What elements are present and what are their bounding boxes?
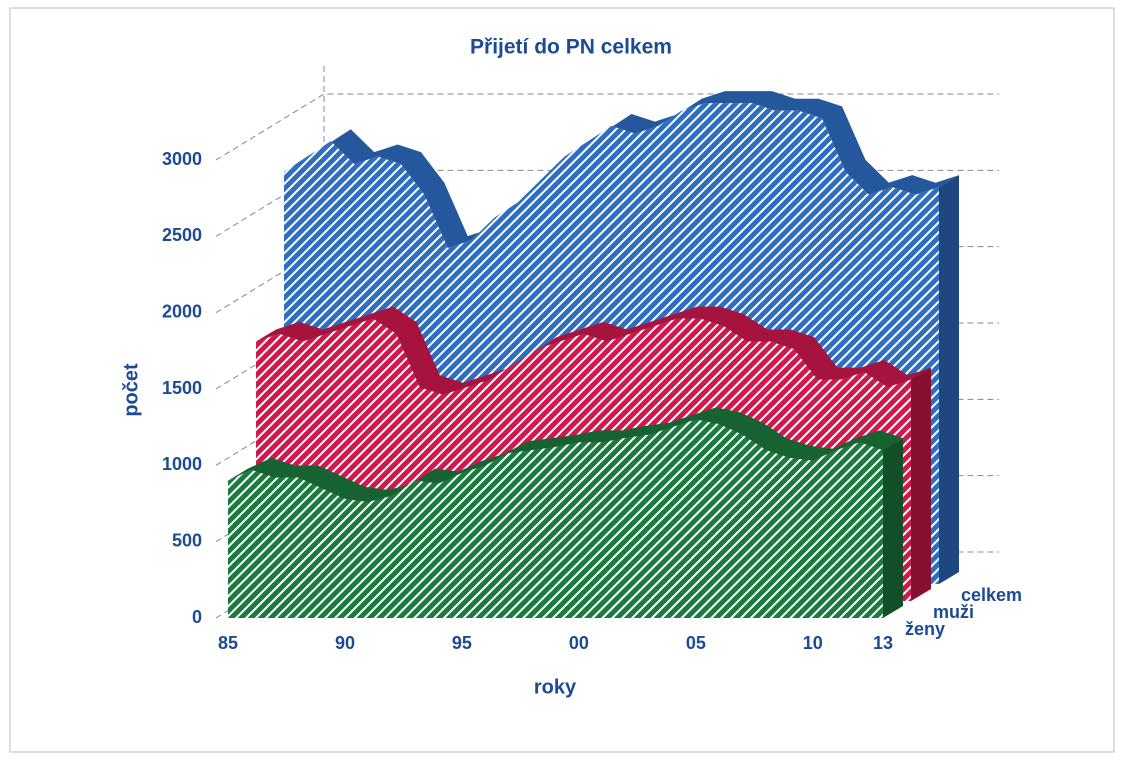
series-side — [939, 175, 959, 585]
y-tick-label: 0 — [192, 607, 202, 627]
series-side — [911, 367, 931, 601]
legend-label: muži — [933, 602, 974, 622]
x-tick-label: 05 — [686, 633, 706, 653]
legend-label: celkem — [961, 585, 1022, 605]
y-tick-label: 3000 — [162, 149, 202, 169]
x-tick-label: 85 — [218, 633, 238, 653]
y-tick-label: 1000 — [162, 454, 202, 474]
y-tick-label: 2500 — [162, 225, 202, 245]
x-tick-label: 13 — [873, 633, 893, 653]
grid-line — [215, 246, 999, 314]
legend-label: ženy — [905, 619, 945, 639]
series-side — [883, 438, 903, 618]
chart-title: Přijetí do PN celkem — [470, 36, 672, 59]
x-axis-label: roky — [534, 676, 577, 698]
y-tick-label: 500 — [172, 530, 202, 550]
grid-line — [215, 322, 999, 390]
grid-line — [215, 169, 999, 237]
series-top-band — [256, 306, 931, 395]
grid-line — [215, 93, 999, 161]
x-tick-label: 10 — [803, 633, 823, 653]
area — [228, 419, 883, 618]
y-axis-label: počet — [120, 363, 142, 417]
x-tick-label: 95 — [452, 633, 472, 653]
x-tick-label: 00 — [569, 633, 589, 653]
y-tick-label: 1500 — [162, 378, 202, 398]
grid-line — [215, 398, 999, 466]
y-tick-label: 2000 — [162, 301, 202, 321]
x-tick-label: 90 — [335, 633, 355, 653]
series-top-band — [284, 91, 959, 249]
